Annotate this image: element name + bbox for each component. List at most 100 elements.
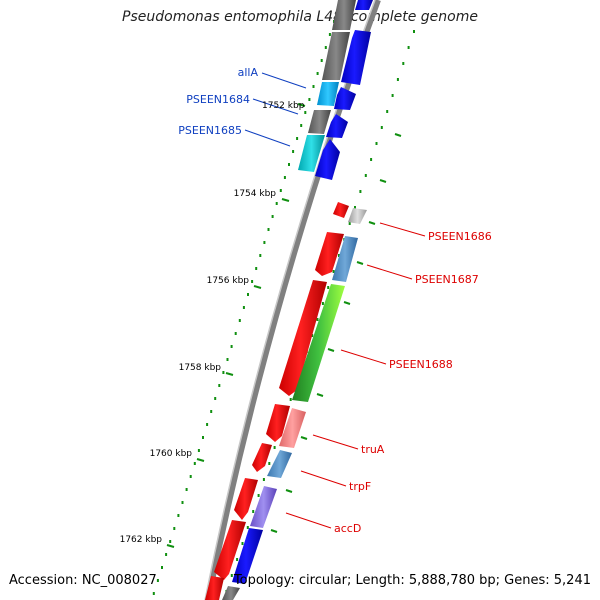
label-leader-line	[300, 470, 347, 487]
gc-dots-outer	[225, 30, 415, 593]
tick-mark-outer	[356, 261, 364, 265]
gene-feature-blue	[341, 30, 371, 85]
plus-strand-features	[205, 202, 367, 600]
gene-feature-grey	[222, 586, 240, 600]
gc-dot	[320, 59, 323, 62]
gene-feature-grey	[332, 0, 356, 30]
gc-dot	[348, 222, 351, 225]
gene-label-PSEEN1688: PSEEN1688	[389, 358, 453, 371]
gene-feature-red	[214, 520, 246, 580]
gene-feature-blue	[232, 528, 263, 584]
tick-label: 1756 kbp	[207, 276, 250, 286]
gene-feature-grey	[322, 32, 350, 80]
tick-mark-outer	[368, 221, 376, 225]
gc-dot	[185, 488, 188, 491]
gc-dot	[259, 254, 262, 257]
gene-label-PSEEN1684: PSEEN1684	[186, 93, 250, 106]
gc-dot	[197, 449, 200, 452]
gc-dot	[165, 553, 168, 556]
gc-dot	[252, 510, 255, 513]
gc-dot	[370, 158, 373, 161]
gc-dot	[210, 410, 213, 413]
tick-mark	[196, 458, 205, 462]
tick-mark-outer	[316, 393, 324, 397]
gene-feature-green	[292, 284, 345, 402]
gc-dot	[380, 126, 383, 129]
label-leader-line	[379, 222, 426, 237]
gc-dot	[273, 446, 276, 449]
gene-truA-feature	[266, 404, 290, 442]
gc-dot	[396, 78, 399, 81]
tick-mark-outer	[285, 489, 293, 493]
gc-dot	[206, 423, 209, 426]
gc-dot	[246, 526, 249, 529]
label-leader-line	[285, 512, 332, 529]
gene-feature-blue	[315, 139, 340, 180]
gene-feature-steel	[267, 450, 292, 478]
tick-mark-outer	[300, 436, 308, 440]
gc-dot	[193, 462, 196, 465]
gene-feature-blue	[355, 0, 373, 10]
gc-dot	[364, 174, 367, 177]
gc-dot	[413, 30, 415, 33]
gc-dot	[312, 85, 315, 88]
gc-dot	[156, 579, 159, 582]
gc-dot	[247, 293, 249, 296]
tick-marks	[166, 103, 402, 548]
gc-dot	[296, 137, 299, 140]
gene-feature-silver	[348, 208, 367, 224]
gc-dot	[218, 384, 221, 387]
gc-dot	[238, 319, 241, 322]
gene-PSEEN1684-feature	[308, 110, 331, 134]
gc-dot	[169, 540, 172, 543]
tick-mark-outer	[379, 179, 387, 183]
gene-feature-steel	[332, 236, 358, 282]
gc-dot	[391, 94, 394, 97]
label-leader-line	[366, 264, 413, 280]
tick-mark	[253, 285, 262, 289]
gc-dot	[152, 592, 155, 595]
gc-dot	[242, 306, 245, 309]
gc-dot	[386, 110, 389, 113]
tick-label: 1754 kbp	[234, 189, 277, 199]
topology-text: Topology: circular; Length: 5,888,780 bp…	[233, 573, 591, 588]
gc-dot	[255, 267, 258, 270]
gene-feature-red	[205, 576, 224, 600]
label-leader-line	[244, 129, 291, 147]
gc-dot	[181, 501, 184, 504]
gc-dot	[407, 46, 410, 49]
genome-backbone	[205, 0, 381, 600]
gc-dot	[316, 318, 319, 321]
gene-label-PSEEN1685: PSEEN1685	[178, 124, 242, 137]
gc-dot	[304, 111, 307, 114]
genome-backbone-highlight	[204, 0, 376, 600]
gc-dot	[267, 228, 270, 231]
gc-dot	[311, 334, 314, 337]
gc-dot	[257, 494, 260, 497]
gene-label-accD: accD	[334, 522, 361, 535]
map-title: Pseudomonas entomophila L48, complete ge…	[122, 9, 478, 25]
gc-dot	[234, 332, 237, 335]
gc-dot	[375, 142, 378, 145]
gene-trpF-feature	[252, 443, 272, 472]
gene-label-truA: truA	[361, 443, 385, 456]
gene-allA-feature	[317, 82, 339, 106]
gc-dot	[316, 72, 319, 75]
gc-dot	[268, 462, 271, 465]
gc-dot	[308, 98, 311, 101]
tick-mark-outer	[327, 348, 335, 352]
gene-label-allA: allA	[238, 66, 259, 79]
gene-label-PSEEN1686: PSEEN1686	[428, 230, 492, 243]
gene-feature-pink	[279, 408, 306, 448]
gc-dot	[202, 436, 204, 439]
gene-label-PSEEN1687: PSEEN1687	[415, 273, 479, 286]
gc-dot	[236, 558, 239, 561]
label-leader-line	[312, 434, 359, 450]
gc-dot	[402, 62, 405, 65]
gc-dot	[354, 206, 356, 209]
gc-dot	[332, 270, 335, 273]
gene-label-trpF: trpF	[349, 480, 371, 493]
gc-dot	[263, 241, 266, 244]
